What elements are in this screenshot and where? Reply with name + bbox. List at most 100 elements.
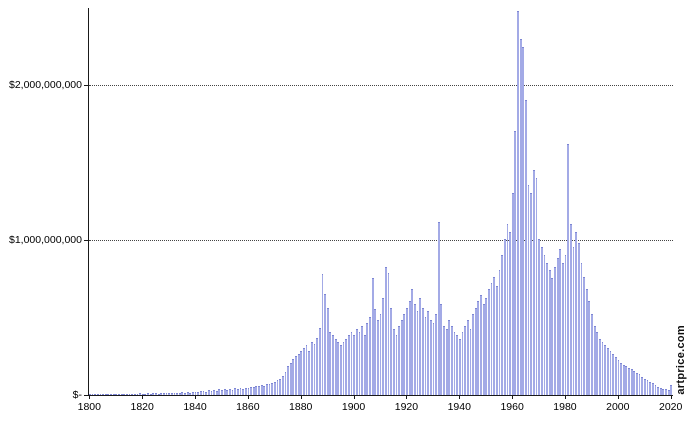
bar-1972: [543, 254, 546, 395]
bar-1840: [194, 391, 197, 395]
bar-1810: [115, 393, 118, 395]
bar-1844: [205, 391, 208, 395]
bar-1943: [466, 319, 469, 395]
bar-1808: [110, 394, 112, 395]
bar-1886: [316, 337, 319, 395]
bar-1969: [535, 177, 538, 395]
bar-2014: [654, 384, 657, 395]
bar-1885: [313, 343, 316, 395]
bar-1927: [424, 316, 427, 395]
bar-1854: [231, 389, 234, 395]
bar-2004: [628, 367, 630, 395]
bar-1911: [382, 298, 385, 395]
bar-1836: [184, 392, 186, 395]
bar-1904: [363, 335, 366, 395]
bar-1839: [192, 391, 194, 395]
bar-1915: [392, 329, 395, 395]
bar-1868: [268, 383, 271, 395]
bar-1893: [334, 338, 337, 395]
x-axis-label-1800: 1800: [77, 401, 101, 413]
bar-1991: [593, 326, 596, 395]
bar-1896: [342, 341, 345, 395]
y-axis-label-0: $-: [72, 389, 82, 401]
x-axis-tick-1820: [142, 395, 144, 399]
bar-1815: [128, 393, 131, 395]
bar-1968: [532, 169, 535, 395]
bar-1945: [472, 313, 474, 395]
bar-1881: [303, 347, 305, 395]
gridline-1000: [89, 240, 673, 242]
bar-1823: [149, 393, 152, 395]
bar-1910: [379, 313, 382, 395]
bar-1944: [469, 329, 472, 395]
x-axis-tick-1840: [195, 395, 197, 399]
bar-1981: [567, 144, 570, 395]
bar-1982: [569, 223, 572, 395]
bar-1834: [178, 392, 181, 395]
bar-1831: [170, 392, 173, 395]
bar-1905: [366, 323, 369, 395]
x-axis-tick-2020: [670, 395, 672, 399]
bar-1970: [538, 239, 541, 395]
bar-1967: [530, 193, 533, 395]
bar-1825: [155, 393, 157, 395]
bar-1933: [440, 304, 443, 395]
plot-area: [88, 8, 673, 396]
bar-1814: [125, 393, 128, 395]
bar-1801: [91, 394, 94, 395]
bar-1882: [305, 344, 308, 395]
x-axis-label-1880: 1880: [289, 401, 313, 413]
y-axis-tick-1000: [84, 240, 88, 242]
bar-1906: [369, 316, 371, 395]
x-axis-tick-1800: [89, 395, 91, 399]
bar-1803: [96, 394, 99, 395]
bar-1879: [297, 353, 300, 395]
bar-1818: [136, 393, 139, 395]
bar-1848: [215, 390, 218, 395]
bar-1887: [318, 328, 321, 395]
x-axis-label-1860: 1860: [236, 401, 260, 413]
bar-1984: [575, 231, 578, 395]
bar-1917: [398, 326, 400, 395]
bar-1926: [421, 307, 424, 395]
bar-1989: [588, 301, 591, 395]
bar-1800: [89, 394, 91, 395]
gridline-2000: [89, 85, 673, 87]
bar-1859: [244, 387, 247, 395]
bar-1898: [347, 335, 350, 395]
bar-1921: [408, 301, 411, 395]
bar-1920: [406, 307, 408, 395]
bar-1934: [443, 326, 445, 395]
bar-1807: [107, 393, 110, 395]
bar-1940: [458, 338, 461, 395]
bar-1949: [482, 304, 485, 395]
bar-2016: [659, 387, 662, 395]
bar-1820: [141, 393, 144, 395]
bar-2003: [625, 366, 628, 395]
bar-1850: [221, 390, 223, 395]
bar-1947: [477, 301, 480, 395]
bar-1855: [234, 388, 237, 395]
bar-2017: [662, 388, 665, 395]
bar-2019: [667, 390, 670, 395]
bar-1870: [273, 381, 276, 395]
bar-1932: [437, 221, 440, 395]
bar-1979: [562, 262, 564, 395]
bar-1916: [395, 335, 398, 395]
bar-1903: [361, 326, 363, 395]
bar-1880: [300, 350, 303, 395]
bar-1845: [207, 390, 210, 395]
bar-1875: [287, 365, 289, 395]
bar-1990: [591, 313, 593, 395]
bar-1971: [540, 247, 543, 395]
x-axis-label-1900: 1900: [341, 401, 366, 413]
bar-1852: [226, 390, 229, 395]
bar-2005: [630, 369, 633, 395]
bar-1895: [340, 344, 342, 395]
y-axis-tick-0: [84, 395, 88, 396]
bar-1955: [498, 270, 501, 395]
bar-1813: [123, 393, 126, 395]
bar-1892: [332, 335, 334, 395]
bar-1946: [474, 307, 477, 395]
bar-1842: [199, 391, 202, 395]
